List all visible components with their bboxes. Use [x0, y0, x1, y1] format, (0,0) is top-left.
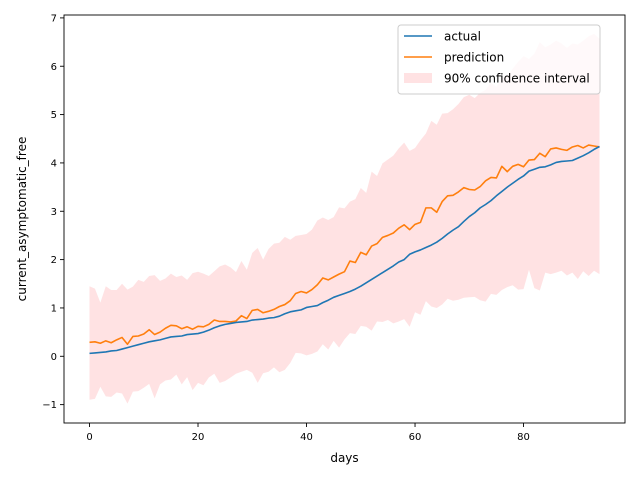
y-tick-label: 5 — [51, 110, 57, 121]
x-tick-label: 60 — [409, 432, 422, 443]
y-tick-label: 1 — [51, 304, 57, 315]
y-tick-label: 3 — [51, 207, 57, 218]
y-axis-ticks: −1 0 1 2 3 4 5 6 7 — [42, 14, 64, 411]
plot-area — [89, 33, 600, 404]
axes-frame — [63, 14, 626, 424]
series-line-actual — [89, 145, 600, 355]
y-tick-label: 0 — [51, 352, 57, 363]
x-tick-label: 40 — [300, 432, 313, 443]
series-line-prediction — [89, 144, 600, 346]
legend-label-prediction: prediction — [444, 51, 504, 65]
y-tick-label: 4 — [51, 159, 57, 170]
legend: actual prediction 90% confidence interva… — [397, 24, 601, 95]
x-tick-label: 0 — [86, 432, 92, 443]
legend-label-confidence-interval: 90% confidence interval — [444, 72, 590, 86]
x-tick-label: 80 — [517, 432, 530, 443]
y-tick-label: −1 — [42, 400, 57, 411]
legend-label-actual: actual — [444, 30, 481, 44]
y-tick-label: 7 — [51, 14, 57, 25]
legend-swatch-confidence-interval — [404, 73, 432, 83]
confidence-interval-band — [89, 33, 600, 404]
y-tick-label: 6 — [51, 62, 57, 73]
x-tick-label: 20 — [192, 432, 205, 443]
x-axis-ticks: 0 20 40 60 80 — [86, 423, 530, 443]
legend-frame — [397, 24, 601, 95]
y-axis-label: current_asymptomatic_free — [15, 137, 29, 302]
x-axis-label: days — [330, 451, 358, 465]
y-tick-label: 2 — [51, 255, 57, 266]
